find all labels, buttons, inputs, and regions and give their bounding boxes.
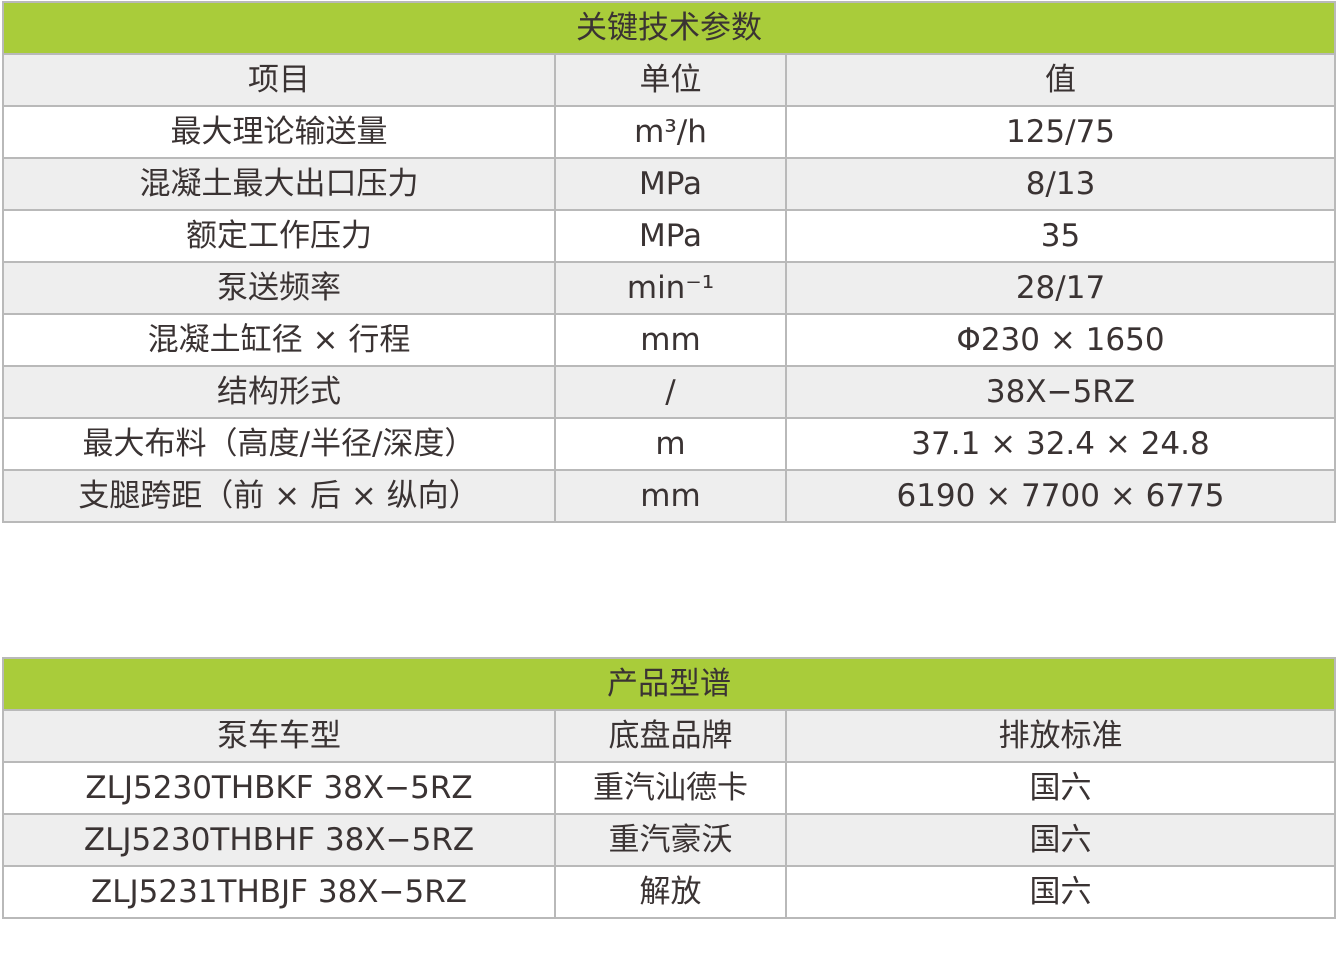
- table-cell: /: [554, 365, 787, 419]
- table-cell: 8/13: [785, 157, 1336, 211]
- table-cell: 泵送频率: [2, 261, 556, 315]
- table-row: 混凝土缸径 × 行程 mm Φ230 × 1650: [2, 313, 1336, 367]
- table-cell: 结构形式: [2, 365, 556, 419]
- table-cell: 6190 × 7700 × 6775: [785, 469, 1336, 523]
- table-cell: 28/17: [785, 261, 1336, 315]
- table-cell: MPa: [554, 157, 787, 211]
- table-row: ZLJ5231THBJF 38X−5RZ 解放 国六: [2, 865, 1336, 919]
- column-header: 底盘品牌: [554, 709, 787, 763]
- table-cell: 国六: [785, 865, 1336, 919]
- column-header: 单位: [554, 53, 787, 107]
- table-cell: mm: [554, 469, 787, 523]
- table-cell: 额定工作压力: [2, 209, 556, 263]
- table-cell: 35: [785, 209, 1336, 263]
- table-cell: 重汽豪沃: [554, 813, 787, 867]
- table-row: ZLJ5230THBHF 38X−5RZ 重汽豪沃 国六: [2, 813, 1336, 867]
- table-cell: 国六: [785, 813, 1336, 867]
- table-cell: ZLJ5230THBKF 38X−5RZ: [2, 761, 556, 815]
- table-cell: 38X−5RZ: [785, 365, 1336, 419]
- table-cell: mm: [554, 313, 787, 367]
- table-cell: 混凝土缸径 × 行程: [2, 313, 556, 367]
- table-cell: 支腿跨距（前 × 后 × 纵向）: [2, 469, 556, 523]
- table-title-row: 产品型谱: [2, 657, 1336, 711]
- table-row: ZLJ5230THBKF 38X−5RZ 重汽汕德卡 国六: [2, 761, 1336, 815]
- column-header: 泵车车型: [2, 709, 556, 763]
- table-row: 支腿跨距（前 × 后 × 纵向） mm 6190 × 7700 × 6775: [2, 469, 1336, 523]
- table-header-row: 泵车车型 底盘品牌 排放标准: [2, 709, 1336, 763]
- table-row: 混凝土最大出口压力 MPa 8/13: [2, 157, 1336, 211]
- table-cell: m: [554, 417, 787, 471]
- table-row: 最大理论输送量 m³/h 125/75: [2, 105, 1336, 159]
- table-cell: min⁻¹: [554, 261, 787, 315]
- table-cell: 重汽汕德卡: [554, 761, 787, 815]
- table-cell: Φ230 × 1650: [785, 313, 1336, 367]
- table-header-row: 项目 单位值: [2, 53, 1336, 107]
- table-cell: 最大布料（高度/半径/深度）: [2, 417, 556, 471]
- table-cell: MPa: [554, 209, 787, 263]
- key-parameters-table: 关键技术参数 项目 单位值最大理论输送量 m³/h 125/75 混凝土最大出口压力 MPa…: [2, 1, 1336, 523]
- table-cell: 最大理论输送量: [2, 105, 556, 159]
- table-title: 关键技术参数: [2, 1, 1336, 55]
- table-cell: 37.1 × 32.4 × 24.8: [785, 417, 1336, 471]
- table-cell: 125/75: [785, 105, 1336, 159]
- table-cell: m³/h: [554, 105, 787, 159]
- table-cell: 混凝土最大出口压力: [2, 157, 556, 211]
- table-cell: 国六: [785, 761, 1336, 815]
- table-title: 产品型谱: [2, 657, 1336, 711]
- table-row: 结构形式/38X−5RZ: [2, 365, 1336, 419]
- table-row: 额定工作压力 MPa 35: [2, 209, 1336, 263]
- product-models-table: 产品型谱 泵车车型 底盘品牌 排放标准 ZLJ5230THBKF 38X−5RZ 重汽汕德…: [2, 657, 1336, 919]
- column-header: 值: [785, 53, 1336, 107]
- table-cell: ZLJ5230THBHF 38X−5RZ: [2, 813, 556, 867]
- table-title-row: 关键技术参数: [2, 1, 1336, 55]
- column-header: 排放标准: [785, 709, 1336, 763]
- table-row: 泵送频率 min⁻¹ 28/17: [2, 261, 1336, 315]
- table-cell: ZLJ5231THBJF 38X−5RZ: [2, 865, 556, 919]
- column-header: 项目: [2, 53, 556, 107]
- table-cell: 解放: [554, 865, 787, 919]
- table-row: 最大布料（高度/半径/深度） m 37.1 × 32.4 × 24.8: [2, 417, 1336, 471]
